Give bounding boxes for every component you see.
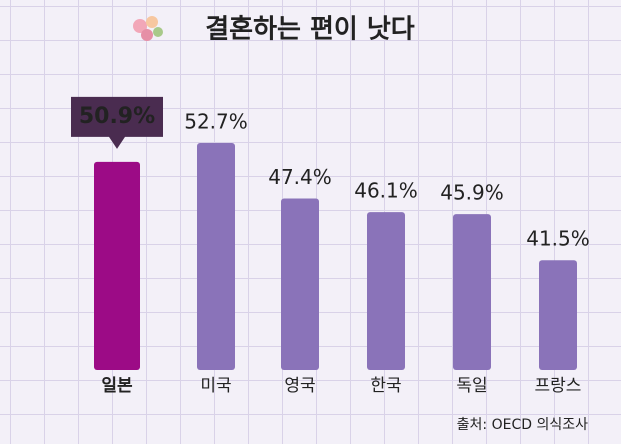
value-label: 47.4%	[268, 165, 332, 189]
x-tick-label: 한국	[370, 376, 401, 396]
x-tick-label: 프랑스	[535, 376, 582, 396]
callout-box	[71, 96, 163, 149]
bar	[94, 161, 140, 370]
chart-title: 결혼하는 편이 낫다	[205, 15, 415, 45]
bar	[539, 260, 577, 370]
x-tick-label: 미국	[200, 376, 231, 396]
bar	[367, 212, 405, 370]
bar	[281, 198, 319, 370]
x-tick-label: 일본	[101, 376, 133, 396]
flower-icon	[133, 16, 163, 41]
value-label: 50.9%	[79, 104, 155, 129]
x-tick-label: 독일	[456, 376, 487, 396]
source-note: 출처: OECD 의식조사	[457, 417, 588, 433]
bar	[197, 143, 235, 370]
value-label: 41.5%	[526, 227, 590, 251]
value-label: 52.7%	[184, 110, 248, 134]
x-tick-label: 영국	[284, 376, 315, 396]
bar	[453, 214, 491, 370]
value-label: 45.9%	[440, 181, 504, 205]
value-label: 46.1%	[354, 179, 418, 203]
